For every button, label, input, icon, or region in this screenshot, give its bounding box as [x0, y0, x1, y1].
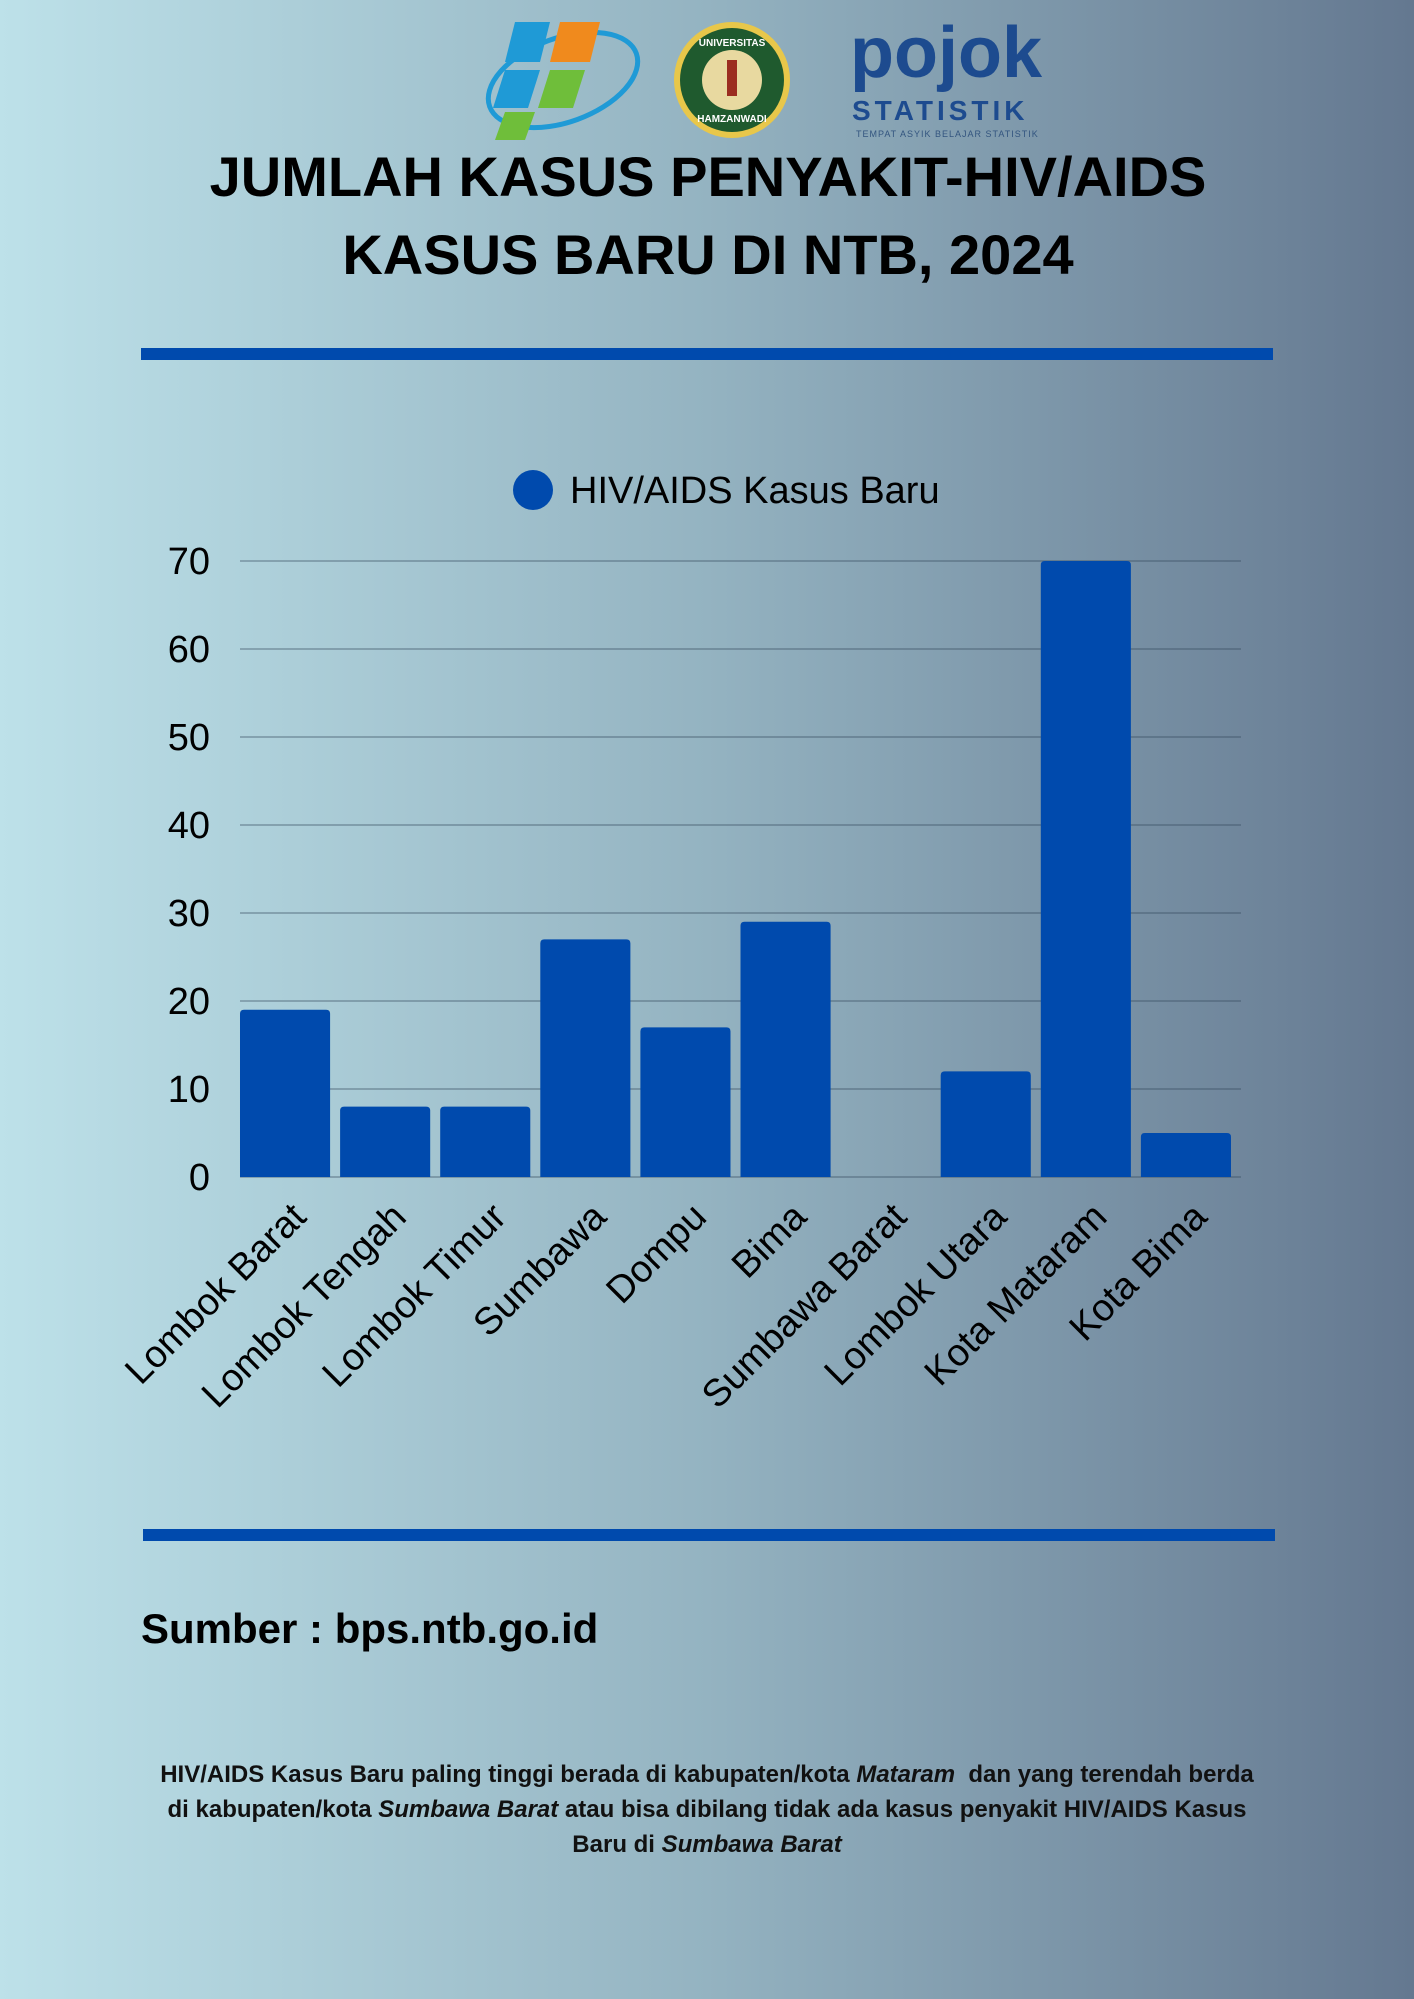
x-tick-label: Dompu	[598, 1196, 714, 1312]
bar	[540, 939, 631, 1177]
divider	[143, 1529, 1275, 1541]
y-tick-label: 70	[168, 541, 210, 583]
y-tick-label: 20	[168, 981, 210, 1023]
bar	[940, 1071, 1031, 1177]
note: HIV/AIDS Kasus Baru paling tinggi berada…	[160, 1757, 1254, 1862]
y-tick-label: 40	[168, 805, 210, 847]
divider	[141, 348, 1273, 360]
bar	[340, 1106, 431, 1177]
title-line: JUMLAH KASUS PENYAKIT-HIV/AIDS	[210, 145, 1207, 208]
x-tick-label: Bima	[724, 1195, 816, 1287]
bar	[440, 1106, 531, 1177]
note-text: atau bisa dibilang tidak ada kasus penya…	[558, 1796, 1254, 1858]
bar	[1140, 1133, 1231, 1177]
y-tick-label: 10	[168, 1069, 210, 1111]
y-tick-label: 30	[168, 893, 210, 935]
y-tick-label: 0	[189, 1157, 210, 1199]
note-text: dan yang terendah berda di kabupaten/kot…	[167, 1761, 1261, 1823]
university-name: UNIVERSITAS	[699, 38, 766, 49]
y-tick-label: 50	[168, 717, 210, 759]
title-line: KASUS BARU DI NTB, 2024	[342, 223, 1073, 286]
legend-label: HIV/AIDS Kasus Baru	[570, 470, 940, 512]
legend-marker	[513, 470, 553, 510]
university-logo: UNIVERSITAS HAMZANWADI	[674, 22, 790, 138]
source: Sumber : bps.ntb.go.id	[141, 1605, 598, 1652]
bar	[1040, 561, 1131, 1177]
university-name: HAMZANWADI	[697, 114, 767, 125]
bps-logo	[485, 22, 641, 140]
pojok-logo: pojok STATISTIK TEMPAT ASYIK BELAJAR STA…	[850, 13, 1043, 139]
y-tick-label: 60	[168, 629, 210, 671]
note-text: Sumbawa Barat	[378, 1796, 559, 1823]
pojok-tagline: TEMPAT ASYIK BELAJAR STATISTIK	[856, 129, 1039, 139]
bar	[240, 1009, 331, 1177]
bar	[640, 1027, 731, 1177]
pojok-word: pojok	[850, 13, 1043, 93]
pojok-statistik: STATISTIK	[852, 95, 1029, 126]
note-text: HIV/AIDS Kasus Baru paling tinggi berada…	[160, 1761, 857, 1788]
note-text: Mataram	[856, 1761, 956, 1788]
bar	[740, 921, 831, 1177]
note-text: Sumbawa Barat	[661, 1831, 842, 1858]
